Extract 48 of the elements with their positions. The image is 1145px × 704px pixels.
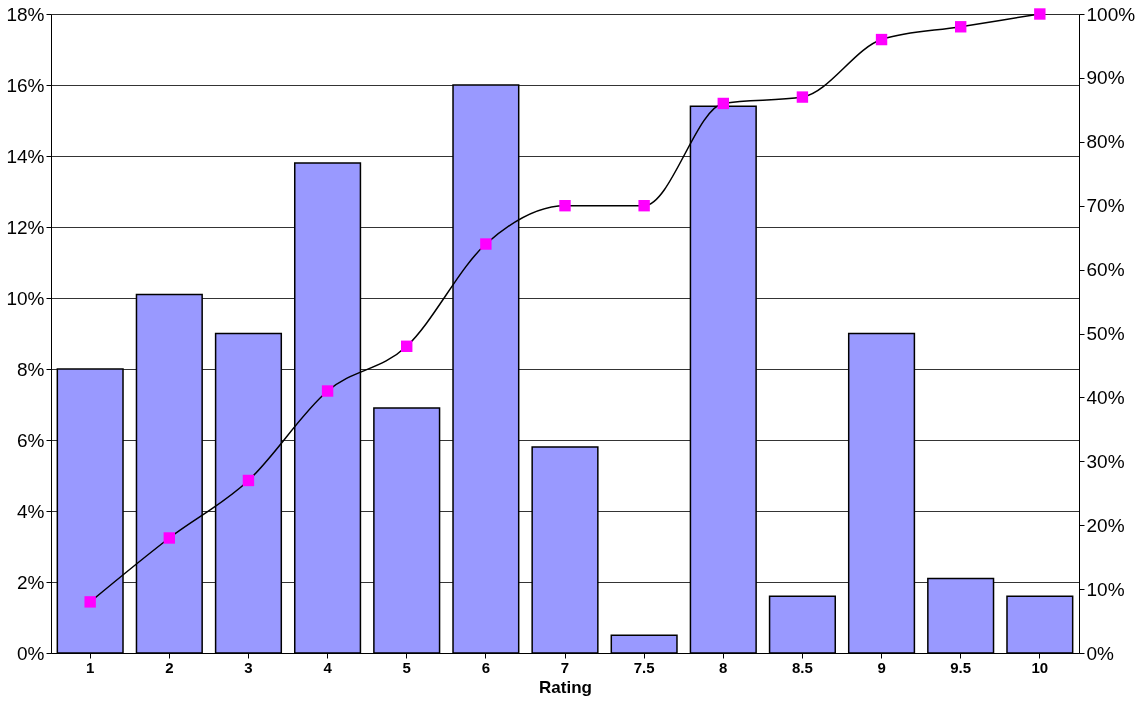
x-tick-label: 9	[877, 658, 886, 676]
x-tick-label: 8.5	[791, 658, 813, 676]
point	[1034, 8, 1046, 20]
point	[84, 596, 96, 608]
x-tick-label: 2	[165, 658, 174, 676]
x-tick-label: 10	[1031, 658, 1049, 676]
y-tick-label: 6%	[17, 429, 45, 451]
y-tick-label: 16%	[6, 74, 45, 96]
y2-tick-label: 70%	[1086, 195, 1125, 217]
y-tick-label: 0%	[17, 642, 45, 664]
x-tick-label: 3	[244, 658, 253, 676]
point	[559, 200, 571, 212]
point	[242, 474, 255, 487]
point	[321, 385, 334, 397]
x-tick-label: 9.5	[950, 658, 972, 676]
y-tick-label: 10%	[6, 287, 45, 309]
y-tick-label: 12%	[6, 216, 45, 238]
y2-tick-label: 10%	[1086, 578, 1125, 600]
y-tick-label: 4%	[17, 500, 45, 522]
x-tick-label: 6	[481, 658, 491, 676]
y2-tick-label: 100%	[1086, 3, 1136, 25]
x-tick-label: 4	[323, 658, 333, 676]
point	[875, 33, 888, 46]
y2-tick-label: 80%	[1086, 131, 1125, 153]
y2-tick-label: 40%	[1086, 386, 1125, 408]
y-tick-label: 18%	[6, 3, 45, 25]
y2-tick-label: 20%	[1086, 514, 1125, 536]
x-tick-label: 1	[86, 658, 95, 676]
point	[401, 340, 413, 352]
point	[717, 97, 729, 110]
x-tick-label: 7	[560, 658, 570, 676]
y-tick-label: 8%	[17, 358, 45, 380]
point	[480, 238, 492, 250]
y2-tick-label: 0%	[1086, 642, 1115, 664]
point	[163, 532, 176, 544]
x-axis-title: Rating	[539, 677, 592, 697]
point	[796, 91, 809, 103]
point	[638, 200, 650, 212]
y2-tick-label: 90%	[1086, 67, 1125, 89]
y-tick-label: 2%	[17, 571, 45, 593]
y2-tick-label: 60%	[1086, 259, 1125, 281]
y-tick-label: 14%	[6, 145, 45, 167]
x-tick-label: 8	[719, 658, 728, 676]
x-tick-label: 5	[402, 658, 411, 676]
y2-tick-label: 50%	[1086, 323, 1125, 344]
point	[954, 21, 967, 33]
y2-tick-label: 30%	[1086, 450, 1125, 472]
x-tick-label: 7.5	[633, 658, 655, 676]
